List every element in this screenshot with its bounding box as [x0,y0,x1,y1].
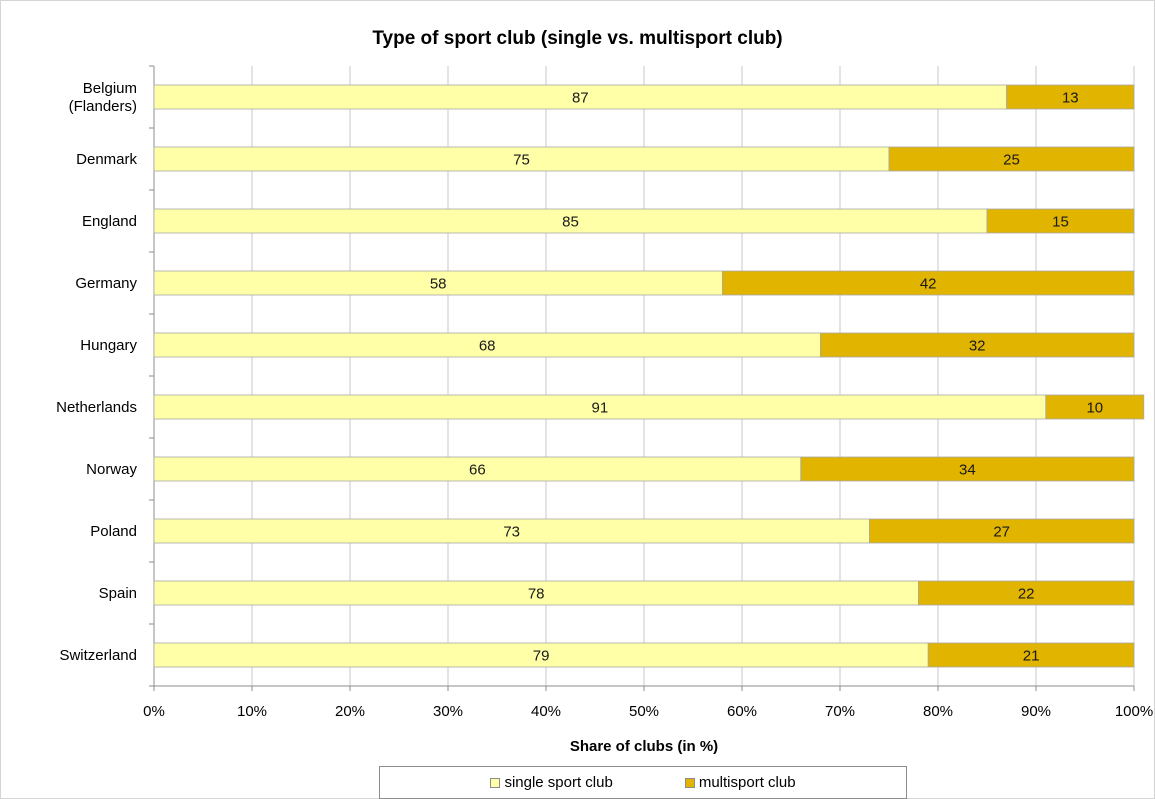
bar-single-sport [153,270,723,296]
category-label: Germany [75,275,137,292]
bar-single-sport [153,84,1007,110]
data-label: 85 [562,214,579,231]
bar-multisport [986,208,1135,234]
bar-multisport [820,332,1135,358]
category-label: Netherlands [56,399,137,416]
x-tick-label: 50% [629,703,659,720]
data-label: 78 [528,586,545,603]
data-label: 13 [1062,90,1079,107]
bar-single-sport [153,518,870,544]
data-label: 73 [503,524,520,541]
bar-multisport [918,580,1135,606]
x-tick-label: 30% [433,703,463,720]
legend-label-multi: multisport club [698,774,796,791]
data-label: 21 [1023,648,1040,665]
category-label: England [82,213,137,230]
x-tick-label: 0% [143,703,165,720]
x-tick-label: 80% [923,703,953,720]
x-tick-label: 70% [825,703,855,720]
bar-single-sport [153,580,919,606]
x-axis-title: Share of clubs (in %) [569,738,719,755]
bar-multisport [927,642,1135,668]
bar-multisport [869,518,1135,544]
bar-single-sport [153,394,1047,420]
legend-label-single: single sport club [504,774,613,791]
data-label: 10 [1086,400,1103,417]
legend-swatch-single [490,777,501,788]
x-tick-label: 20% [335,703,365,720]
data-label: 66 [469,462,486,479]
legend-swatch-multi [684,777,695,788]
bar-single-sport [153,146,890,172]
bar-single-sport [153,456,802,482]
category-label: Norway [86,461,137,478]
data-label: 68 [479,338,496,355]
data-label: 25 [1003,152,1020,169]
data-label: 91 [592,400,609,417]
data-label: 32 [969,338,986,355]
category-label: Belgium [83,80,137,97]
data-label: 22 [1018,586,1035,603]
x-tick-label: 60% [727,703,757,720]
bar-multisport [722,270,1135,296]
data-label: 42 [920,276,937,293]
data-label: 79 [533,648,550,665]
data-label: 58 [430,276,447,293]
category-label: (Flanders) [69,98,137,115]
x-tick-label: 100% [1115,703,1153,720]
bar-single-sport [153,208,988,234]
bar-multisport [1006,84,1135,110]
bar-multisport [800,456,1135,482]
chart-title: Type of sport club (single vs. multispor… [372,28,783,49]
category-label: Denmark [76,151,137,168]
legend-entry-multi: multisport club [684,774,796,791]
x-tick-label: 40% [531,703,561,720]
bar-single-sport [153,332,821,358]
data-label: 87 [572,90,589,107]
category-label: Poland [90,523,137,540]
data-label: 15 [1052,214,1069,231]
category-label: Switzerland [59,647,137,664]
data-label: 34 [959,462,976,479]
legend-entry-single: single sport club [490,774,613,791]
x-tick-label: 10% [237,703,267,720]
legend: single sport club multisport club [379,766,907,799]
bar-multisport [888,146,1135,172]
category-label: Hungary [80,337,137,354]
x-tick-label: 90% [1021,703,1051,720]
data-label: 27 [993,524,1010,541]
bar-multisport [1045,394,1145,420]
data-label: 75 [513,152,530,169]
category-label: Spain [99,585,137,602]
